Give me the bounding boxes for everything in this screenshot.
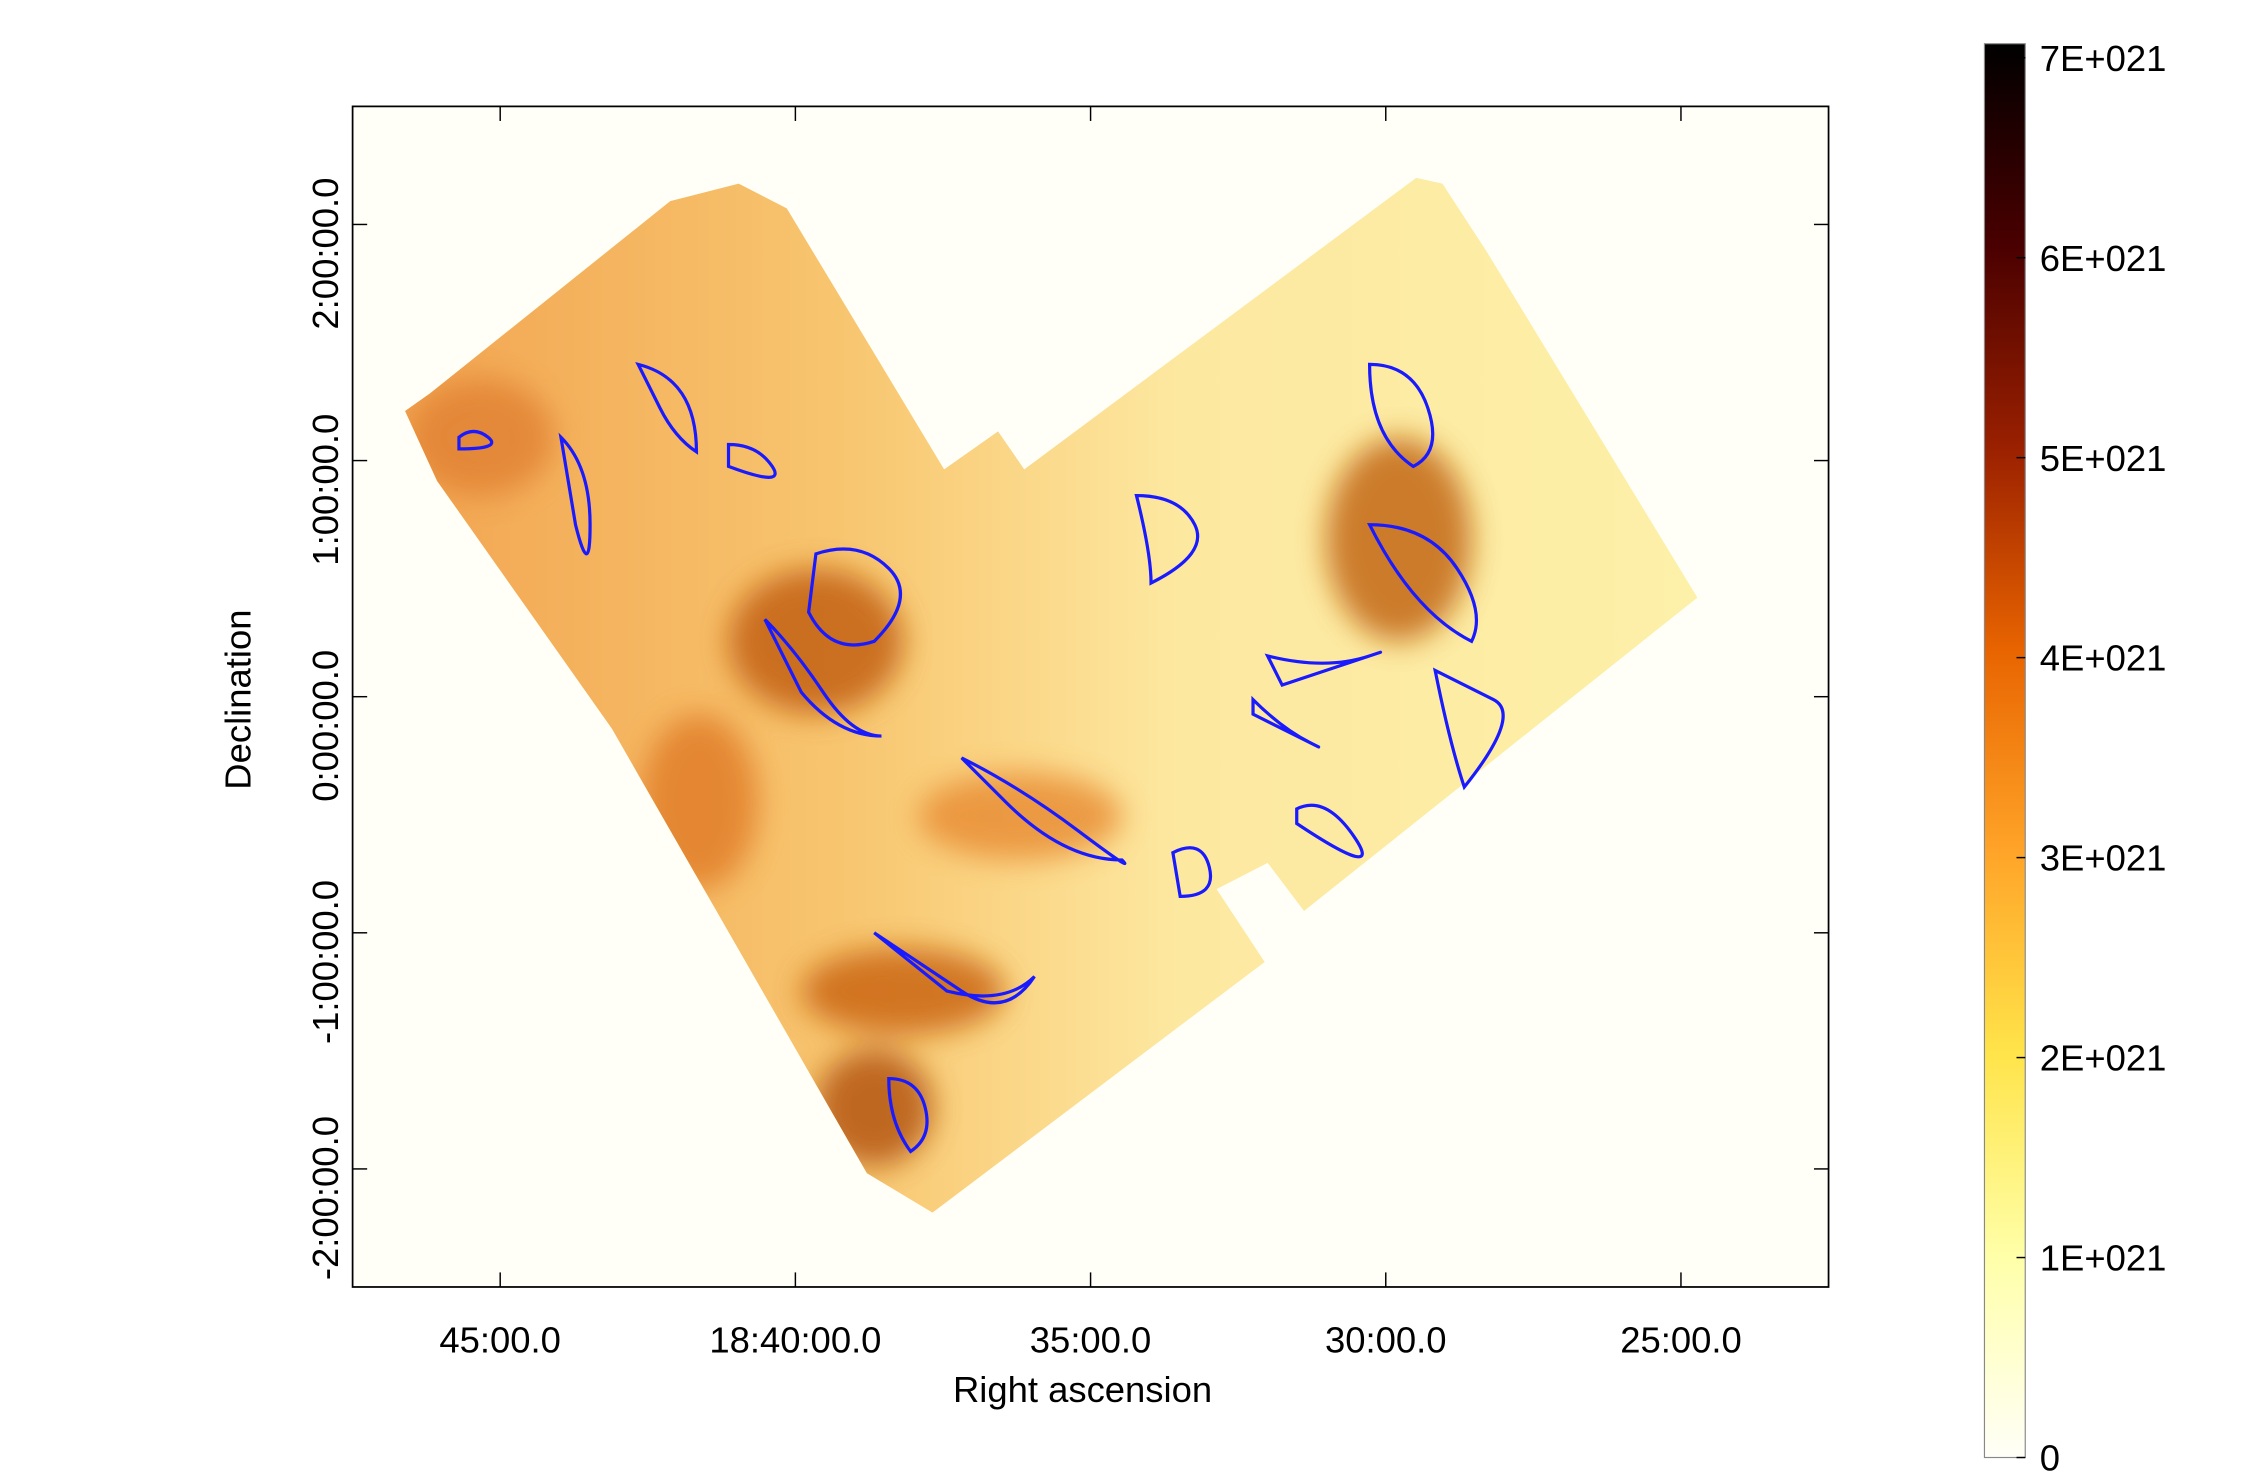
contour <box>806 547 903 647</box>
x-tick-label: 35:00.0 <box>1030 1320 1152 1361</box>
contour <box>1367 362 1435 469</box>
colorbar-tick-label: 1E+021 <box>2040 1238 2167 1279</box>
contour <box>1171 846 1213 898</box>
x-tick-label: 30:00.0 <box>1325 1320 1447 1361</box>
y-tick-label: 1:00:00.0 <box>305 414 346 566</box>
x-tick-label: 25:00.0 <box>1620 1320 1742 1361</box>
x-axis-label: Right ascension <box>953 1369 1212 1410</box>
colorbar-tick-label: 7E+021 <box>2040 38 2167 79</box>
contours <box>457 361 1505 1154</box>
contour <box>1295 803 1364 859</box>
x-tick-label: 18:40:00.0 <box>709 1320 881 1361</box>
colorbar-tick-label: 6E+021 <box>2040 238 2167 279</box>
contour <box>1251 695 1321 749</box>
colorbar-tick-label: 4E+021 <box>2040 638 2167 679</box>
contour <box>635 361 699 455</box>
colorbar-tick-label: 2E+021 <box>2040 1038 2167 1079</box>
contour <box>887 1076 929 1154</box>
y-tick-label: -2:00:00.0 <box>305 1116 346 1280</box>
contour <box>1264 650 1383 687</box>
contour <box>1366 523 1478 644</box>
contour <box>763 618 882 738</box>
contour <box>457 429 494 451</box>
y-axis-label: Declination <box>218 609 259 789</box>
contour <box>873 931 1036 1005</box>
colorbar-tick-label: 5E+021 <box>2040 438 2167 479</box>
colorbar-tick-label: 0 <box>2040 1438 2060 1475</box>
contour <box>1134 493 1200 586</box>
contour <box>726 442 777 479</box>
y-tick-label: 0:00:00.0 <box>305 650 346 802</box>
x-tick-label: 45:00.0 <box>439 1320 561 1361</box>
colorbar-tick-label: 3E+021 <box>2040 838 2167 879</box>
contour <box>558 432 592 556</box>
contour <box>960 756 1127 866</box>
colorbar <box>1983 43 2026 1459</box>
y-tick-label: 2:00:00.0 <box>305 178 346 330</box>
contour <box>1432 667 1505 791</box>
y-tick-label: -1:00:00.0 <box>305 880 346 1044</box>
